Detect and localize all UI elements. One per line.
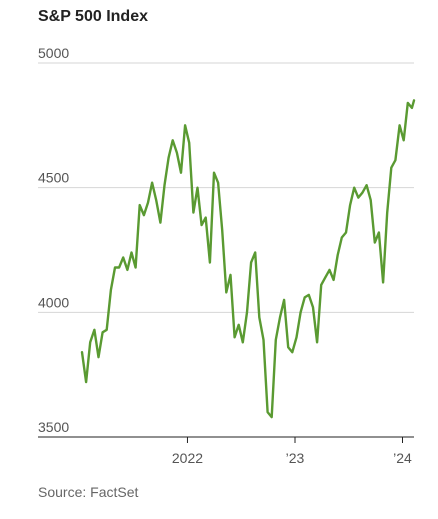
x-tick-label: ’23 — [286, 450, 305, 466]
x-axis-ticks: 2022 ’23 ’24 — [172, 437, 412, 466]
y-tick-label: 4000 — [38, 294, 69, 310]
y-axis-ticks: 5000 4500 4000 3500 — [38, 45, 69, 435]
gridlines — [38, 62, 414, 313]
source-note: Source: FactSet — [38, 484, 139, 500]
x-tick-label: ’24 — [393, 450, 412, 466]
series-line — [80, 99, 416, 419]
x-tick-label: 2022 — [172, 450, 203, 466]
y-tick-label: 4500 — [38, 170, 69, 186]
y-tick-label: 5000 — [38, 45, 69, 61]
y-tick-label: 3500 — [38, 419, 69, 435]
chart-title: S&P 500 Index — [38, 8, 148, 25]
